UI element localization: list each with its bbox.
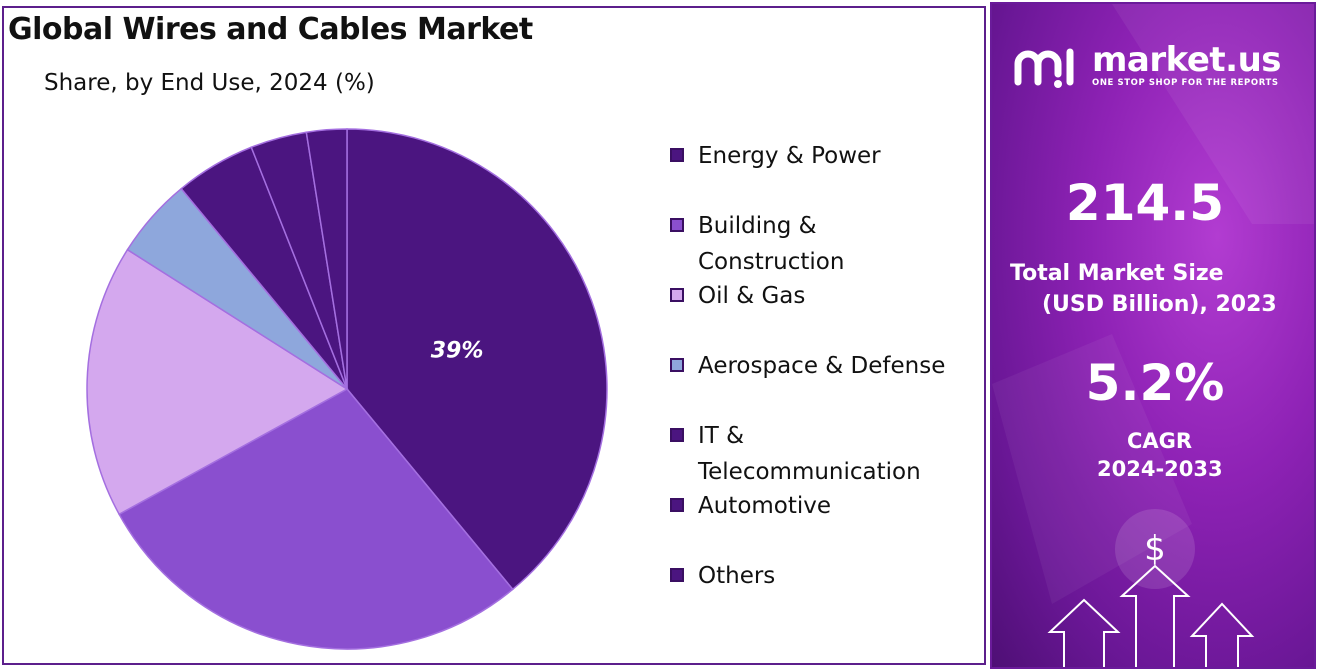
chart-subtitle: Share, by End Use, 2024 (%) bbox=[44, 70, 375, 96]
legend-swatch bbox=[670, 288, 684, 302]
pie-data-label: 39% bbox=[431, 338, 484, 363]
brand-tagline: ONE STOP SHOP FOR THE REPORTS bbox=[1092, 78, 1279, 88]
chart-title: Global Wires and Cables Market bbox=[8, 12, 533, 47]
cagr-label-line2: 2024-2033 bbox=[1097, 457, 1223, 481]
legend-swatch bbox=[670, 148, 684, 162]
background-decoration bbox=[992, 4, 1314, 604]
brand-name: market.us bbox=[1092, 40, 1282, 80]
legend-swatch bbox=[670, 428, 684, 442]
cagr-label-line1: CAGR bbox=[1127, 429, 1193, 453]
legend-label: Aerospace & Defense bbox=[698, 353, 946, 379]
legend-label: Energy & Power bbox=[698, 143, 881, 169]
pie-slice-building-construction bbox=[118, 388, 514, 650]
legend-swatch bbox=[670, 358, 684, 372]
market-us-logo-icon bbox=[1014, 48, 1074, 88]
cagr-value: 5.2% bbox=[1085, 354, 1225, 412]
market-size-label-line2: (USD Billion), 2023 bbox=[1042, 292, 1277, 317]
legend-label: IT & Telecommunication bbox=[698, 423, 921, 485]
market-size-label-line1: Total Market Size bbox=[1010, 261, 1224, 286]
dollar-icon: $ bbox=[1144, 529, 1166, 569]
legend-label: Automotive bbox=[698, 493, 832, 519]
pie-slice-oil-gas bbox=[86, 248, 349, 516]
legend-label: Oil & Gas bbox=[698, 283, 806, 309]
growth-arrows-icon: $ bbox=[1047, 509, 1255, 667]
pie-slice-others bbox=[305, 128, 348, 390]
legend-label: Building & Construction bbox=[698, 213, 845, 275]
legend-label: Others bbox=[698, 563, 776, 589]
market-size-value: 214.5 bbox=[1065, 174, 1225, 232]
pie-chart: 39% bbox=[86, 128, 608, 650]
legend-swatch bbox=[670, 218, 684, 232]
summary-sidebar: market.us ONE STOP SHOP FOR THE REPORTS … bbox=[990, 2, 1316, 669]
pie-slice-energy-power bbox=[346, 128, 608, 591]
legend-swatch bbox=[670, 498, 684, 512]
legend-swatch bbox=[670, 568, 684, 582]
